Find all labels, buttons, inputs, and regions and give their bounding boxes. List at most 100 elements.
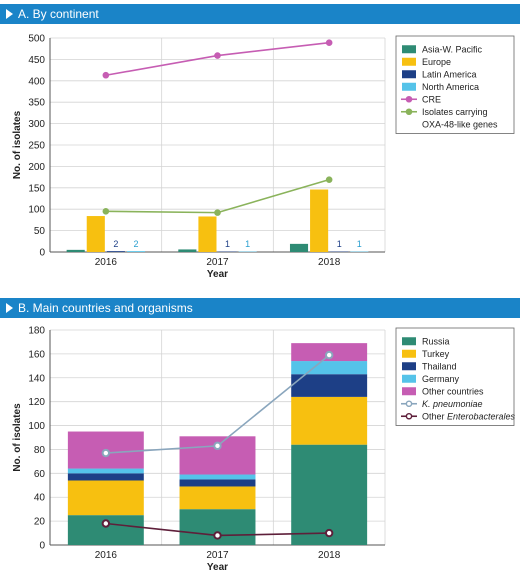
data-point	[325, 176, 333, 183]
data-label: 2	[133, 239, 138, 249]
legend-swatch	[405, 400, 413, 408]
legend-label: Other Enterobacterales	[422, 412, 516, 422]
y-tick-label: 450	[28, 55, 45, 66]
panel-b-banner: B. Main countries and organisms	[0, 298, 520, 318]
y-tick-label: 80	[34, 445, 46, 456]
x-tick-label: 2018	[318, 257, 341, 268]
y-axis-label: No. of isolates	[12, 403, 23, 472]
panel-a-title: A. By continent	[18, 7, 99, 21]
data-point	[101, 519, 111, 528]
legend-label: Russia	[422, 337, 450, 347]
legend-swatch	[402, 82, 416, 91]
bar-segment	[67, 480, 144, 516]
legend-label-part: Latin America	[422, 70, 477, 80]
y-tick-label: 500	[28, 34, 45, 45]
legend-label: CRE	[422, 95, 441, 105]
data-point	[214, 209, 221, 216]
y-tick-label: 300	[28, 119, 45, 130]
data-label: 1	[245, 239, 250, 249]
y-tick-label: 60	[34, 469, 46, 480]
legend-label-part: Isolates carrying	[422, 107, 488, 117]
legend-label-part: Enterobacterales	[447, 412, 516, 422]
data-point	[325, 39, 333, 47]
legend-label-part: Germany	[422, 374, 460, 384]
y-tick-label: 0	[39, 541, 45, 552]
legend-swatch	[405, 108, 413, 116]
triangle-right-icon	[6, 9, 13, 19]
x-tick-label: 2016	[95, 257, 118, 268]
y-tick-label: 200	[28, 162, 45, 173]
legend-label: Latin America	[422, 70, 477, 80]
y-tick-label: 250	[28, 141, 45, 152]
y-tick-label: 140	[28, 373, 45, 384]
y-tick-label: 0	[39, 248, 45, 259]
legend-label-part: Thailand	[422, 362, 457, 372]
legend-label: OXA-48-like genes	[422, 120, 498, 130]
y-tick-label: 150	[28, 183, 45, 194]
legend-label: Asia-W. Pacific	[422, 45, 483, 55]
panel-b-title: B. Main countries and organisms	[18, 301, 193, 315]
y-tick-label: 100	[28, 421, 45, 432]
bar-segment	[179, 474, 256, 480]
data-point	[324, 350, 334, 360]
legend-swatch	[405, 412, 413, 420]
bar	[66, 249, 85, 252]
legend-label-part: Other	[422, 412, 447, 422]
legend-label-part: CRE	[422, 95, 441, 105]
chart-main-countries: 0 20 40 60 80 100 120 140 160 180 2016 2017 2018 Year…	[12, 326, 516, 573]
legend-label-part: Other countries	[422, 387, 484, 397]
legend-swatch	[402, 374, 416, 383]
x-tick-label: 2018	[318, 550, 341, 561]
y-tick-label: 100	[28, 205, 45, 216]
bar-segment	[179, 486, 256, 510]
bar	[198, 216, 217, 252]
bar	[126, 251, 146, 252]
y-tick-label: 180	[28, 326, 45, 337]
legend-swatch	[402, 362, 416, 371]
bar-segment	[291, 374, 368, 397]
legend-swatch	[405, 95, 413, 103]
series-line	[105, 178, 330, 214]
data-label: 2	[113, 239, 118, 249]
legend-label-part: Europe	[422, 57, 451, 67]
legend-label: Other countries	[422, 387, 484, 397]
bar-segment	[291, 361, 368, 375]
data-point	[324, 528, 334, 538]
bar	[86, 216, 105, 252]
legend-label: Thailand	[422, 362, 457, 372]
legend-label-part: Asia-W. Pacific	[422, 45, 483, 55]
legend-swatch	[402, 57, 416, 66]
bar-segment	[67, 468, 144, 474]
data-label: 1	[337, 239, 342, 249]
legend-swatch	[402, 70, 416, 79]
data-point	[213, 441, 222, 451]
y-tick-label: 400	[28, 76, 45, 87]
y-tick-label: 20	[34, 517, 46, 528]
bar-segment	[291, 396, 368, 445]
legend-label-part: North America	[422, 82, 479, 92]
legend-label-part: Russia	[422, 337, 450, 347]
legend-label-part: K. pneumoniae	[422, 399, 483, 409]
data-label: 1	[225, 239, 230, 249]
legend-label-part: Turkey	[422, 349, 450, 359]
data-point	[101, 448, 111, 458]
data-point	[214, 52, 221, 59]
x-axis-label: Year	[207, 562, 228, 572]
legend-swatch	[402, 349, 416, 358]
panel-a-banner: A. By continent	[0, 4, 520, 24]
x-axis-label: Year	[207, 269, 228, 280]
y-axis-label: No. of isolates	[12, 110, 23, 179]
legend-label: Turkey	[422, 349, 450, 359]
legend-label: Germany	[422, 374, 460, 384]
triangle-right-icon	[6, 303, 13, 313]
x-tick-label: 2017	[206, 550, 229, 561]
y-tick-label: 160	[28, 349, 45, 360]
bar	[289, 243, 309, 252]
bar	[310, 189, 329, 252]
y-tick-label: 120	[28, 397, 45, 408]
series-line	[105, 41, 330, 77]
x-tick-label: 2016	[95, 550, 118, 561]
bar	[178, 249, 197, 252]
chart-by-continent: 0 50 100 150 200 250 300 350 400 450 500 2016 2017 20…	[12, 34, 515, 280]
data-point	[213, 531, 222, 540]
